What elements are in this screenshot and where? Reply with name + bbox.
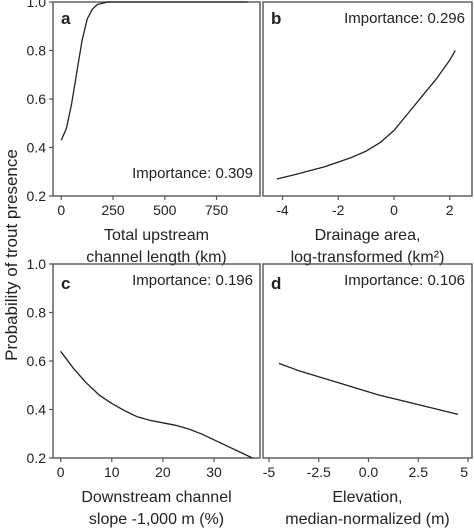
importance-annotation: Importance: 0.196 [132, 272, 253, 289]
x-tick-label: -2.5 [307, 464, 331, 480]
x-tick-label: -5 [263, 464, 276, 480]
y-tick-label: 0.8 [27, 43, 47, 59]
x-tick-label: 2 [446, 202, 454, 218]
x-tick-label: -2 [332, 202, 345, 218]
x-axis-label: log-transformed (km²) [291, 249, 445, 266]
x-tick-label: 0 [57, 464, 65, 480]
panel-frame [262, 263, 473, 459]
y-tick-label: 0.6 [27, 353, 47, 369]
x-tick-label: 250 [101, 202, 125, 218]
panel-letter: a [61, 9, 71, 28]
panel-b: -4 -2 0 2 Drainage area, log-transformed (km²… [262, 1, 473, 266]
series-line [60, 1, 248, 141]
x-axis-label: Elevation, [332, 489, 402, 506]
series-line [278, 362, 459, 416]
y-tick-label: 1.0 [27, 256, 47, 272]
x-tick-label: 0.0 [359, 464, 379, 480]
series-line [60, 350, 253, 459]
y-tick-label: 0.2 [27, 450, 47, 466]
panel-d: -5 -2.5 0.0 2.5 5 Elevation, median-normalized… [262, 263, 473, 528]
y-tick-label: 1.0 [27, 0, 47, 10]
panel-c: 0.2 0.4 0.6 0.8 1.0 0 10 20 30 Downstream channel… [27, 256, 261, 528]
x-tick-label: 20 [155, 464, 171, 480]
y-tick-label: 0.4 [27, 140, 47, 156]
x-tick-label: 0 [390, 202, 398, 218]
y-tick-label: 0.6 [27, 91, 47, 107]
panel-letter: d [271, 274, 281, 293]
y-tick-label: 0.4 [27, 402, 47, 418]
x-tick-label: 5 [460, 464, 468, 480]
x-axis-label: channel length (km) [86, 249, 227, 266]
x-tick-label: 750 [205, 202, 229, 218]
importance-annotation: Importance: 0.106 [344, 272, 465, 289]
importance-annotation: Importance: 0.309 [132, 165, 253, 182]
x-axis-label: slope -1,000 m (%) [89, 511, 224, 528]
panel-letter: c [61, 274, 70, 293]
x-tick-label: 0 [57, 202, 65, 218]
panel-a: 0.2 0.4 0.6 0.8 1.0 0 250 500 750 Total upstream c… [27, 0, 261, 266]
x-tick-label: 2.5 [409, 464, 429, 480]
panel-frame [262, 1, 473, 197]
y-tick-label: 0.8 [27, 305, 47, 321]
shared-y-axis-label: Probability of trout presence [2, 149, 21, 361]
x-axis-label: Drainage area, [315, 227, 421, 244]
x-axis-label: Downstream channel [81, 489, 231, 506]
panel-letter: b [271, 9, 281, 28]
x-axis-label: Total upstream [104, 227, 209, 244]
series-line [276, 50, 456, 180]
x-tick-label: -4 [276, 202, 289, 218]
x-tick-label: 10 [104, 464, 120, 480]
x-tick-label: 500 [153, 202, 177, 218]
x-axis-label: median-normalized (m) [285, 511, 450, 528]
x-tick-label: 30 [206, 464, 222, 480]
importance-annotation: Importance: 0.296 [344, 10, 465, 27]
panel-frame [52, 263, 261, 459]
y-tick-label: 0.2 [27, 188, 47, 204]
